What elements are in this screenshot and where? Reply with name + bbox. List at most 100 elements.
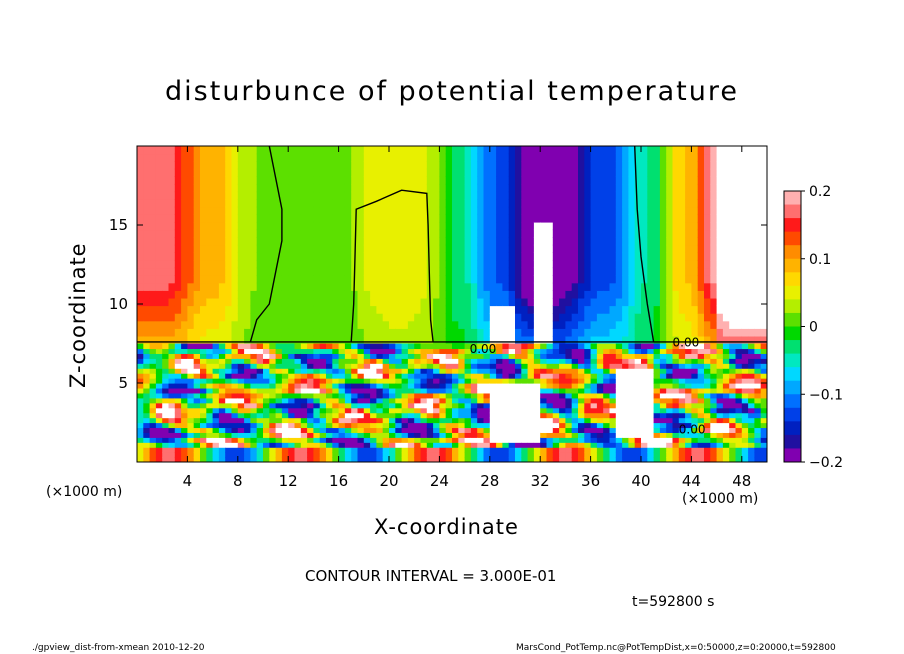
heatmap-cell — [596, 412, 604, 419]
heatmap-cell — [590, 237, 598, 246]
heatmap-cell — [263, 383, 270, 389]
heatmap-cell — [748, 199, 755, 208]
heatmap-cell — [483, 343, 491, 350]
heatmap-cell — [578, 252, 585, 261]
heatmap-cell — [294, 373, 302, 379]
heatmap-cell — [351, 206, 359, 215]
heatmap-cell — [704, 146, 711, 155]
heatmap-cell — [414, 412, 422, 419]
heatmap-cell — [414, 358, 422, 364]
heatmap-cell — [716, 161, 724, 170]
heatmap-cell — [389, 383, 396, 389]
heatmap-cell — [281, 221, 289, 231]
heatmap-cell — [439, 259, 447, 269]
heatmap-cell — [754, 363, 762, 369]
heatmap-cell — [326, 221, 333, 231]
heatmap-cell — [370, 373, 377, 379]
heatmap-cell — [218, 313, 226, 322]
heatmap-cell — [351, 214, 359, 223]
heatmap-cell — [313, 183, 321, 193]
heatmap-cell — [735, 383, 743, 389]
heatmap-cell — [565, 221, 573, 231]
heatmap-cell — [760, 452, 767, 458]
heatmap-cell — [155, 397, 163, 404]
heatmap-cell — [464, 328, 472, 337]
heatmap-cell — [420, 397, 428, 404]
heatmap-cell — [634, 313, 642, 322]
heatmap-cell — [376, 348, 384, 354]
heatmap-cell — [552, 358, 560, 364]
heatmap-cell — [332, 407, 340, 414]
heatmap-cell — [389, 305, 396, 314]
heatmap-cell — [609, 368, 617, 374]
heatmap-cell — [540, 353, 548, 359]
heatmap-cell — [741, 363, 749, 369]
heatmap-cell — [584, 328, 592, 337]
heatmap-cell — [735, 402, 743, 409]
heatmap-cell — [678, 168, 686, 177]
heatmap-cell — [678, 313, 686, 322]
heatmap-cell — [143, 387, 151, 394]
heatmap-cell — [445, 407, 453, 414]
heatmap-cell — [678, 229, 686, 238]
heatmap-cell — [395, 267, 403, 276]
heatmap-cell — [300, 353, 308, 359]
heatmap-cell — [578, 267, 585, 276]
heatmap-cell — [515, 397, 522, 404]
heatmap-cell — [685, 447, 692, 453]
heatmap-cell — [200, 343, 207, 350]
heatmap-cell — [275, 221, 283, 231]
heatmap-cell — [628, 407, 636, 414]
heatmap-cell — [269, 378, 277, 384]
heatmap-cell — [420, 378, 428, 384]
heatmap-cell — [319, 417, 327, 424]
heatmap-cell — [659, 153, 667, 162]
heatmap-cell — [691, 161, 699, 170]
heatmap-cell — [275, 229, 283, 238]
heatmap-cell — [527, 259, 535, 269]
heatmap-cell — [244, 432, 251, 438]
heatmap-cell — [659, 290, 667, 299]
heatmap-cell — [596, 397, 604, 404]
heatmap-cell — [439, 353, 447, 359]
heatmap-cell — [420, 275, 428, 284]
heatmap-cell — [370, 176, 377, 185]
heatmap-cell — [666, 290, 674, 299]
heatmap-cell — [464, 402, 472, 409]
heatmap-cell — [571, 161, 579, 170]
heatmap-cell — [722, 244, 730, 253]
heatmap-cell — [622, 383, 629, 389]
heatmap-cell — [571, 267, 579, 276]
heatmap-cell — [722, 313, 730, 322]
heatmap-cell — [533, 447, 541, 453]
heatmap-cell — [370, 328, 377, 337]
heatmap-cell — [540, 392, 548, 399]
heatmap-cell — [760, 168, 767, 177]
heatmap-cell — [458, 305, 466, 314]
heatmap-cell — [137, 387, 144, 394]
heatmap-cell — [647, 387, 655, 394]
heatmap-cell — [370, 199, 377, 208]
heatmap-cell — [275, 313, 283, 322]
heatmap-cell — [401, 378, 409, 384]
heatmap-cell — [691, 397, 699, 404]
heatmap-cell — [237, 457, 245, 462]
heatmap-cell — [137, 168, 144, 177]
heatmap-cell — [533, 168, 541, 177]
heatmap-cell — [389, 252, 396, 261]
heatmap-cell — [559, 373, 566, 379]
heatmap-cell — [225, 335, 233, 345]
heatmap-cell — [338, 378, 346, 384]
heatmap-cell — [338, 176, 346, 185]
heatmap-cell — [615, 343, 623, 350]
heatmap-cell — [628, 437, 636, 443]
heatmap-cell — [754, 161, 762, 170]
heatmap-cell — [174, 447, 182, 453]
heatmap-cell — [521, 363, 529, 369]
heatmap-cell — [546, 153, 554, 162]
heatmap-cell — [540, 199, 548, 208]
heatmap-cell — [496, 237, 503, 246]
heatmap-cell — [508, 183, 516, 193]
heatmap-cell — [200, 153, 207, 162]
heatmap-cell — [527, 267, 535, 276]
